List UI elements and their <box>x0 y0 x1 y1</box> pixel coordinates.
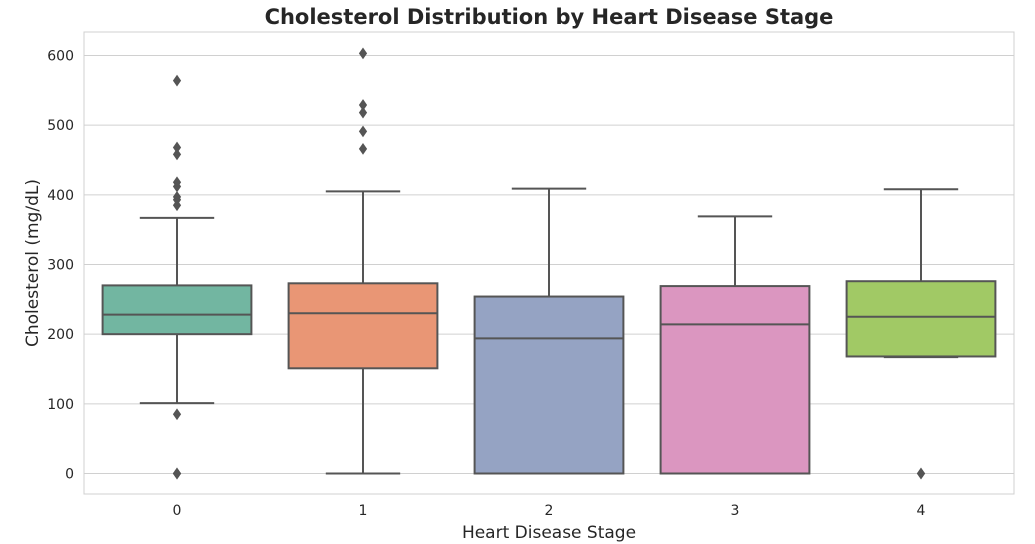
outlier-point <box>172 141 182 154</box>
outlier-point <box>358 99 368 111</box>
outlier-point <box>358 47 368 60</box>
outlier-point <box>358 125 368 138</box>
y-axis-ticks: 0 100 200 300 400 500 600 <box>47 49 74 483</box>
iqr-box <box>845 280 997 358</box>
y-tick-label: 100 <box>47 397 74 413</box>
y-tick-label: 200 <box>47 327 74 343</box>
outlier-point <box>172 176 182 189</box>
x-tick-label: 2 <box>545 503 554 519</box>
y-tick-label: 500 <box>47 118 74 134</box>
iqr-box <box>659 285 811 475</box>
outlier-point <box>172 74 182 87</box>
x-axis-ticks: 0 1 2 3 4 <box>173 503 926 519</box>
y-tick-label: 0 <box>65 467 74 483</box>
iqr-box <box>473 295 625 475</box>
box-group-stage-3 <box>659 215 811 475</box>
box-group-stage-0 <box>101 74 253 480</box>
iqr-box <box>101 284 253 336</box>
outlier-point <box>172 191 182 203</box>
outlier-point <box>172 148 182 161</box>
outlier-point <box>916 467 926 480</box>
x-tick-label: 1 <box>359 503 368 519</box>
outlier-point <box>172 467 182 480</box>
iqr-box <box>287 282 439 370</box>
chart-title: Cholesterol Distribution by Heart Diseas… <box>265 5 834 29</box>
box-group-stage-2 <box>473 187 625 475</box>
x-tick-label: 4 <box>917 503 926 519</box>
plot-frame <box>83 31 1015 495</box>
outlier-point <box>358 142 368 155</box>
box-layer <box>101 47 997 480</box>
y-tick-label: 400 <box>47 188 74 204</box>
box-group-stage-4 <box>845 188 997 480</box>
y-tick-label: 600 <box>47 49 74 65</box>
y-tick-label: 300 <box>47 258 74 274</box>
box-group-stage-1 <box>287 47 439 475</box>
x-axis-label: Heart Disease Stage <box>462 523 636 543</box>
x-tick-label: 0 <box>173 503 182 519</box>
x-tick-label: 3 <box>731 503 740 519</box>
outlier-point <box>358 106 368 119</box>
outlier-point <box>172 408 182 421</box>
y-axis-label: Cholesterol (mg/dL) <box>23 179 43 347</box>
